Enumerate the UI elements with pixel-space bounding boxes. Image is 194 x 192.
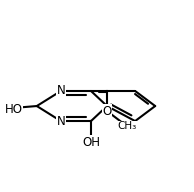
Text: CH₃: CH₃ <box>118 121 137 131</box>
Text: OH: OH <box>82 136 100 149</box>
Text: N: N <box>56 84 65 98</box>
Text: N: N <box>56 115 65 127</box>
Text: O: O <box>102 105 112 118</box>
Text: HO: HO <box>5 103 23 116</box>
